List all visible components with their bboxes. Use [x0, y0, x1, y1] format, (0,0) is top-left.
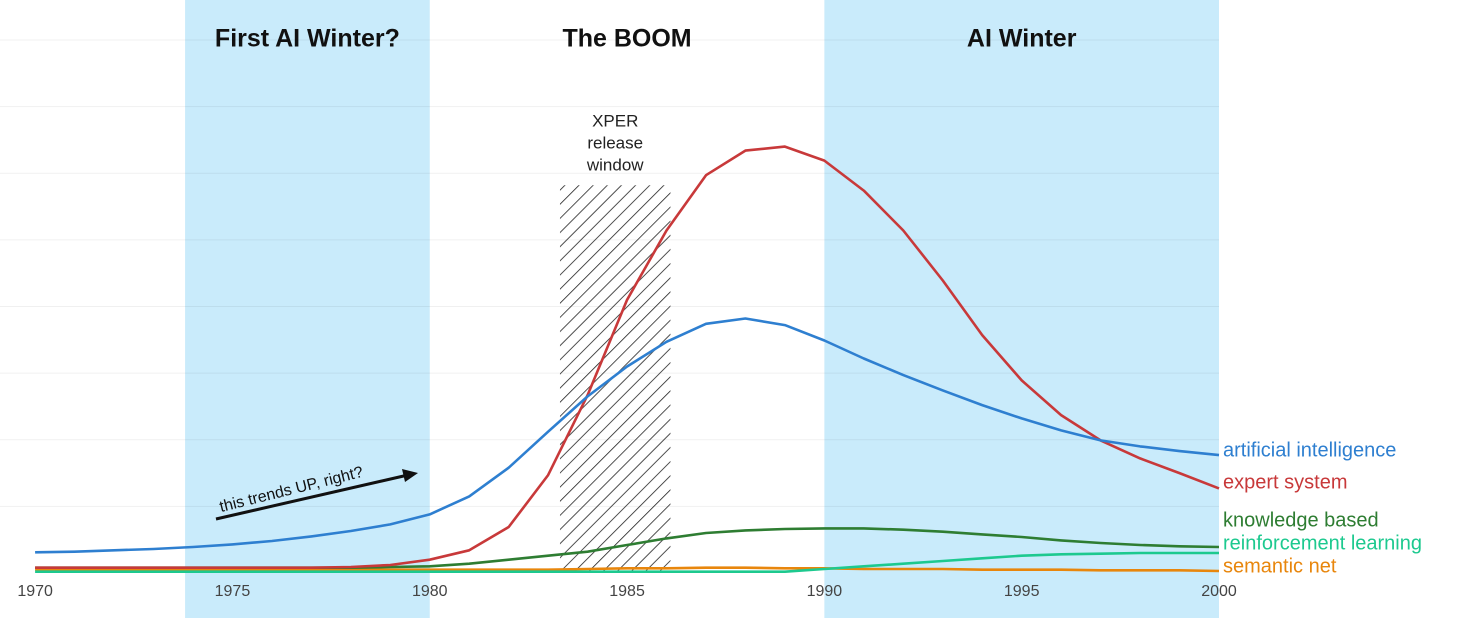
x-tick-label: 1990	[807, 583, 843, 600]
annotation-arrow	[215, 473, 409, 521]
x-tick-label: 1985	[609, 583, 645, 600]
series-line	[35, 145, 1220, 569]
x-tick-label: 1980	[412, 583, 448, 600]
legend-label: expert system	[1223, 471, 1347, 493]
series-line	[35, 317, 1220, 554]
legend-label: artificial intelligence	[1223, 439, 1396, 461]
hatch-label: release	[587, 134, 643, 153]
region-band	[185, 0, 430, 618]
x-tick-label: 1970	[17, 583, 53, 600]
region-label: The BOOM	[562, 25, 691, 53]
region-band	[824, 0, 1219, 618]
legend-label: semantic net	[1223, 555, 1337, 577]
x-tick-label: 1995	[1004, 583, 1040, 600]
hatch-label: XPER	[592, 112, 638, 131]
hatch-window	[559, 185, 671, 573]
legend-label: reinforcement learning	[1223, 532, 1422, 554]
series-line	[35, 566, 1220, 573]
legend-label: knowledge based	[1223, 509, 1379, 531]
hatch-label: window	[586, 156, 644, 175]
x-tick-label: 1975	[215, 583, 251, 600]
region-label: AI Winter	[967, 25, 1077, 53]
region-label: First AI Winter?	[215, 25, 400, 53]
series-line	[35, 551, 1219, 573]
annotation-arrowhead	[402, 469, 418, 482]
x-tick-label: 2000	[1201, 583, 1237, 600]
